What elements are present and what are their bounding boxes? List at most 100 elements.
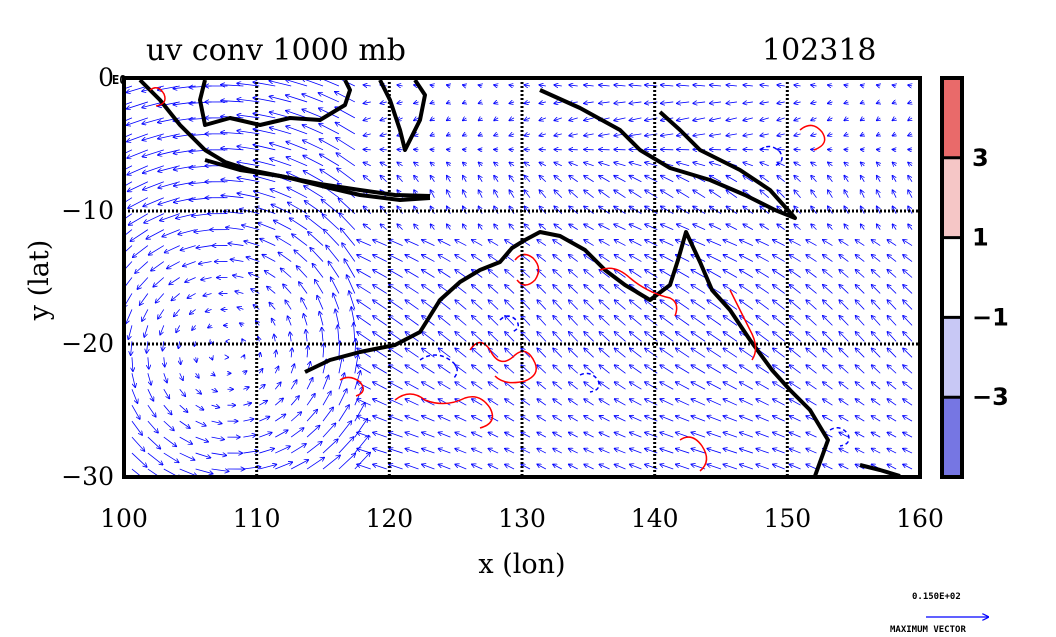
wind-vector [306, 330, 307, 342]
wind-vector [405, 399, 419, 406]
wind-vector [455, 332, 467, 342]
wind-vector [488, 464, 499, 470]
wind-vector [339, 341, 340, 358]
wind-vector [430, 102, 434, 103]
wind-vector [794, 134, 801, 136]
wind-vector [740, 464, 753, 470]
wind-vector [221, 180, 244, 182]
wind-vector [287, 187, 308, 199]
wind-vector [537, 464, 547, 470]
wind-vector [312, 264, 324, 278]
wind-vector [306, 394, 315, 406]
wind-vector [839, 382, 849, 390]
wind-vector [455, 316, 467, 326]
wind-vector [615, 332, 626, 342]
wind-vector [908, 176, 913, 182]
wind-vector [554, 85, 562, 86]
wind-vector [537, 316, 547, 326]
wind-vector [206, 309, 212, 311]
wind-vector [856, 285, 865, 294]
wind-vector [509, 190, 515, 198]
wind-vector [397, 85, 403, 86]
wind-vector [553, 240, 563, 246]
wind-vector [872, 449, 881, 454]
wind-vector [645, 190, 658, 199]
wind-vector [373, 449, 387, 454]
wind-vector [143, 181, 164, 190]
wind-vector [373, 285, 387, 294]
wind-vector [877, 102, 881, 103]
wind-vector [861, 118, 865, 121]
wind-vector [584, 85, 594, 86]
wind-vector [599, 270, 610, 278]
wind-vector [887, 270, 897, 278]
wind-vector [521, 332, 531, 342]
wind-vector [537, 300, 547, 310]
wind-vector [660, 432, 674, 438]
wind-vector [338, 405, 349, 422]
wind-vector [584, 464, 594, 470]
wind-vector [505, 285, 515, 294]
wind-vector [430, 118, 434, 121]
wind-vector [422, 255, 435, 262]
wind-vector [710, 102, 722, 103]
wind-vector [887, 464, 897, 470]
wind-vector [903, 449, 913, 454]
wind-vector [447, 224, 451, 230]
wind-vector [539, 176, 547, 183]
coastline-tasmania [859, 463, 901, 477]
wind-vector [338, 437, 354, 454]
wind-vector [773, 365, 785, 374]
wind-vector [887, 399, 897, 406]
wind-vector [128, 325, 133, 339]
wind-vector [877, 85, 881, 86]
wind-vector [242, 225, 260, 231]
wind-vector [455, 240, 467, 246]
wind-vector [156, 293, 165, 302]
wind-vector [196, 246, 212, 248]
wind-vector [494, 162, 498, 165]
wind-vector [317, 296, 324, 310]
wind-vector [569, 416, 578, 422]
wind-vector [645, 162, 658, 167]
wind-vector [363, 176, 372, 183]
wind-vector [887, 332, 897, 342]
wind-vector [494, 102, 498, 103]
wind-vector [677, 118, 690, 121]
wind-vector [539, 134, 546, 136]
wind-vector [676, 285, 690, 294]
wind-vector [553, 449, 562, 454]
wind-vector [554, 224, 563, 230]
wind-vector [839, 332, 849, 342]
wind-vector [599, 348, 610, 358]
wind-vector [488, 449, 499, 454]
wind-vector [331, 277, 340, 294]
wind-vector [179, 420, 190, 428]
wind-vector [472, 365, 483, 374]
wind-vector [303, 314, 308, 326]
wind-vector [373, 432, 387, 438]
colorbar-label: −1 [972, 303, 1009, 331]
wind-vector [438, 432, 451, 438]
wind-vector [357, 432, 371, 438]
wind-vector [488, 432, 499, 438]
wind-vector [773, 285, 785, 294]
wind-vector [887, 300, 897, 310]
wind-vector [124, 85, 133, 90]
wind-vector [892, 176, 896, 182]
wind-vector [163, 452, 179, 462]
wind-vector [773, 432, 785, 438]
wind-vector [569, 316, 579, 326]
wind-vector [872, 270, 881, 278]
wind-vector [301, 298, 308, 310]
wind-vector [856, 240, 865, 246]
wind-vector [723, 432, 738, 438]
wind-vector [124, 165, 133, 171]
wind-vector [231, 259, 244, 261]
wind-vector [887, 255, 897, 262]
wind-vector [806, 365, 817, 374]
wind-vector [539, 85, 546, 86]
wind-vector [903, 432, 913, 438]
wind-vector [726, 102, 737, 103]
wind-vector [254, 191, 276, 199]
